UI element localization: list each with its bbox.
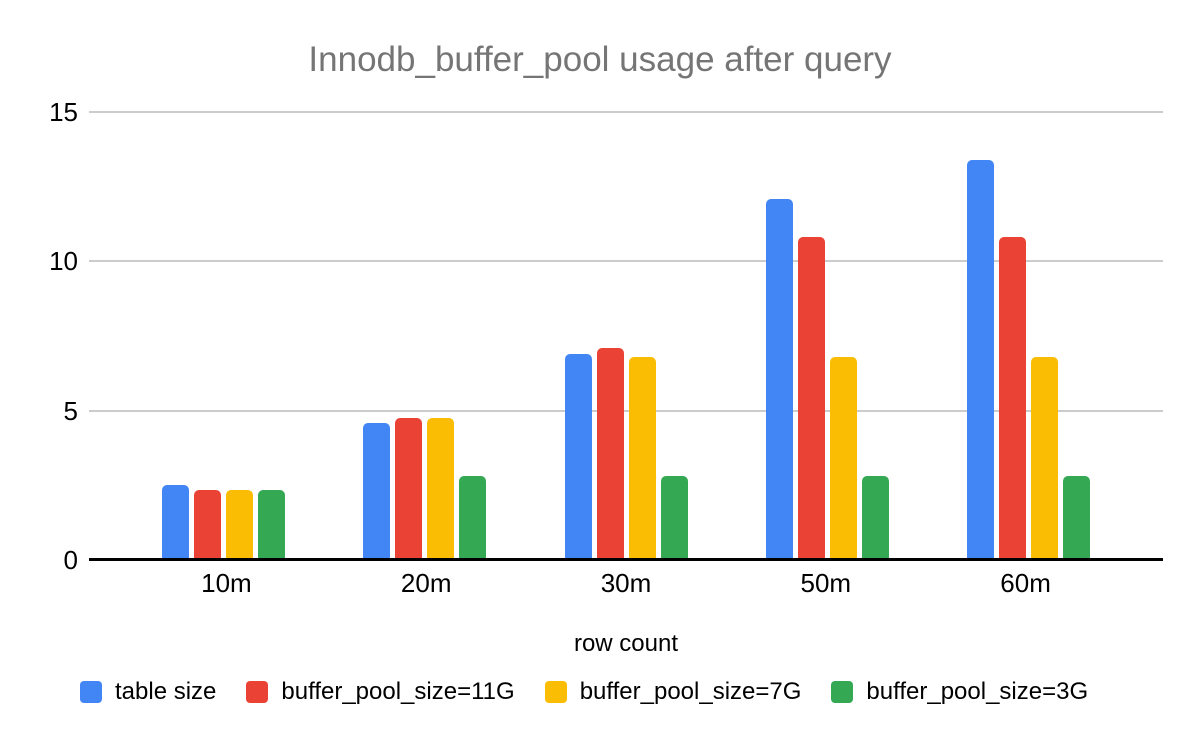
bar-buffer-pool-size-11g-60m[interactable] [999,237,1027,560]
legend-swatch-buffer-pool-size-7g [544,681,567,703]
x-tick-label-50m: 50m [800,568,852,598]
legend-item-buffer-pool-size-3g[interactable]: buffer_pool_size=3G [831,678,1088,706]
chart-title: Innodb_buffer_pool usage after query [308,40,892,79]
bar-buffer-pool-size-3g-60m[interactable] [1063,476,1091,560]
y-tick-label-15: 15 [49,97,78,127]
x-tick-label-60m: 60m [1000,568,1051,598]
legend-item-buffer-pool-size-11g[interactable]: buffer_pool_size=11G [246,678,515,706]
bar-table-size-60m[interactable] [967,159,995,560]
bar-buffer-pool-size-11g-50m[interactable] [797,237,825,560]
bar-buffer-pool-size-7g-30m[interactable] [628,356,656,560]
bar-group-30m [525,112,726,560]
bar-groups [89,112,1163,560]
legend-item-table-size[interactable]: table size [80,678,216,706]
bar-buffer-pool-size-7g-50m[interactable] [829,356,857,560]
gridline-15 [89,111,1163,113]
bar-buffer-pool-size-3g-30m[interactable] [660,476,688,560]
x-axis-title: row count [573,630,679,657]
y-tick-label-5: 5 [63,395,78,426]
bar-table-size-30m[interactable] [564,353,592,560]
bar-group-60m [928,112,1129,560]
x-axis-labels: 10m 20m 30m 50m 60m [89,568,1163,598]
bar-buffer-pool-size-3g-50m[interactable] [861,476,889,560]
bar-group-20m [324,112,525,560]
gridline-5 [89,409,1163,412]
legend-swatch-table-size [80,681,102,703]
bar-buffer-pool-size-7g-60m[interactable] [1031,356,1059,560]
y-tick-label-0: 0 [63,545,78,575]
x-axis-baseline [89,558,1163,561]
bar-table-size-50m[interactable] [765,198,793,560]
bar-buffer-pool-size-3g-20m[interactable] [459,476,487,560]
bar-buffer-pool-size-11g-10m[interactable] [193,489,221,560]
plot-area [89,111,1163,561]
legend: table size buffer_pool_size=11G buffer_poo… [80,678,1088,706]
bar-buffer-pool-size-7g-10m[interactable] [225,489,253,560]
bar-buffer-pool-size-3g-10m[interactable] [257,489,285,560]
legend-label-buffer-pool-size-3g: buffer_pool_size=3G [866,678,1089,705]
bar-buffer-pool-size-11g-20m[interactable] [395,418,423,560]
legend-label-buffer-pool-size-11g: buffer_pool_size=11G [281,678,515,705]
gridline-10 [89,260,1163,263]
y-tick-label-10: 10 [49,246,78,277]
legend-label-table-size: table size [115,678,217,705]
legend-swatch-buffer-pool-size-3g [831,681,854,703]
bar-group-50m [727,112,928,560]
bar-table-size-20m[interactable] [363,422,391,560]
y-axis-labels: 0 5 10 15 [0,99,78,573]
bar-buffer-pool-size-7g-20m[interactable] [427,418,455,560]
bar-buffer-pool-size-11g-30m[interactable] [596,347,624,560]
x-tick-label-10m: 10m [201,568,252,598]
bar-table-size-10m[interactable] [161,485,189,560]
legend-item-buffer-pool-size-7g[interactable]: buffer_pool_size=7G [544,678,802,706]
bar-group-10m [123,112,324,560]
legend-label-buffer-pool-size-7g: buffer_pool_size=7G [579,678,802,705]
x-tick-label-20m: 20m [400,568,452,598]
x-tick-label-30m: 30m [600,568,652,598]
legend-swatch-buffer-pool-size-11g [246,681,269,703]
